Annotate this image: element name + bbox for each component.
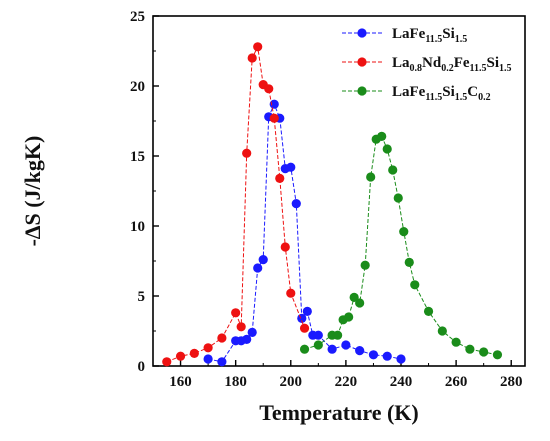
data-point	[327, 344, 337, 354]
data-point	[253, 42, 263, 52]
series-2	[162, 42, 310, 367]
data-point	[175, 351, 186, 361]
series-line	[208, 102, 402, 363]
data-point	[217, 357, 227, 367]
data-point	[479, 347, 489, 357]
data-point	[382, 351, 392, 361]
data-point	[203, 354, 213, 364]
data-point	[275, 173, 285, 183]
y-tick-label: 20	[130, 79, 145, 95]
data-point	[299, 344, 310, 354]
series-layer	[162, 42, 503, 367]
y-tick-label: 15	[130, 149, 145, 165]
x-tick-label: 160	[169, 374, 192, 390]
legend-label: LaFe11.5Si1.5	[392, 26, 467, 45]
data-point	[247, 327, 257, 337]
data-point	[360, 260, 370, 270]
data-point	[203, 343, 213, 353]
x-tick-label: 180	[224, 374, 247, 390]
data-point	[231, 308, 241, 318]
data-point	[333, 330, 343, 340]
data-point	[393, 193, 403, 203]
data-point	[344, 312, 354, 322]
data-point	[236, 322, 246, 332]
data-point	[492, 350, 503, 360]
y-tick-label: 10	[130, 219, 145, 235]
data-point	[162, 357, 172, 367]
data-point	[280, 242, 290, 252]
data-point	[242, 148, 252, 158]
series-line	[304, 135, 498, 356]
legend-item-2: La0.8Nd0.2Fe11.5Si1.5	[342, 55, 512, 74]
series-1	[203, 99, 406, 367]
data-point	[302, 306, 312, 316]
data-point	[399, 227, 409, 237]
legend: LaFe11.5Si1.5 La0.8Nd0.2Fe11.5Si1.5 LaFe11…	[342, 26, 512, 103]
legend-marker	[357, 28, 367, 38]
data-point	[396, 354, 406, 364]
data-point	[355, 346, 365, 356]
data-point	[377, 131, 387, 141]
y-tick-label: 5	[138, 289, 146, 305]
data-point	[423, 306, 434, 316]
data-point	[404, 257, 414, 267]
data-point	[341, 340, 351, 350]
legend-label: LaFe11.5Si1.5C0.2	[392, 84, 491, 103]
y-tick-label: 0	[138, 359, 146, 375]
data-point	[313, 330, 323, 340]
legend-marker	[357, 86, 367, 96]
x-tick-label: 200	[280, 374, 303, 390]
data-point	[269, 113, 279, 123]
data-point	[366, 172, 376, 182]
data-point	[247, 53, 257, 63]
data-point	[313, 340, 323, 350]
legend-label: La0.8Nd0.2Fe11.5Si1.5	[392, 55, 512, 74]
data-point	[410, 280, 420, 290]
data-point	[253, 263, 263, 273]
data-point	[286, 288, 296, 298]
legend-marker	[357, 57, 367, 67]
data-point	[368, 350, 379, 360]
data-point	[286, 162, 296, 172]
data-point	[437, 326, 447, 336]
x-tick-label: 260	[445, 374, 468, 390]
data-point	[299, 323, 310, 333]
series-3	[299, 131, 503, 360]
data-point	[242, 334, 252, 344]
data-point	[355, 298, 365, 308]
data-point	[291, 199, 301, 209]
x-axis-title: Temperature (K)	[259, 400, 418, 425]
x-tick-label: 240	[390, 374, 413, 390]
data-point	[217, 333, 227, 343]
data-point	[349, 292, 359, 302]
x-tick-label: 280	[500, 374, 523, 390]
data-point	[451, 337, 461, 347]
legend-item-3: LaFe11.5Si1.5C0.2	[342, 84, 491, 103]
data-point	[465, 344, 475, 354]
data-point	[189, 348, 199, 358]
data-point	[264, 84, 274, 94]
data-point	[382, 144, 392, 154]
data-point	[269, 99, 279, 109]
y-axis-title: -∆S (J/kgK)	[20, 136, 45, 247]
y-axis: 0 5 10 15 20 25	[130, 9, 159, 375]
data-point	[388, 165, 398, 175]
data-point	[258, 255, 268, 265]
x-tick-label: 220	[335, 374, 358, 390]
legend-item-1: LaFe11.5Si1.5	[342, 26, 467, 45]
y-tick-label: 25	[130, 9, 145, 25]
